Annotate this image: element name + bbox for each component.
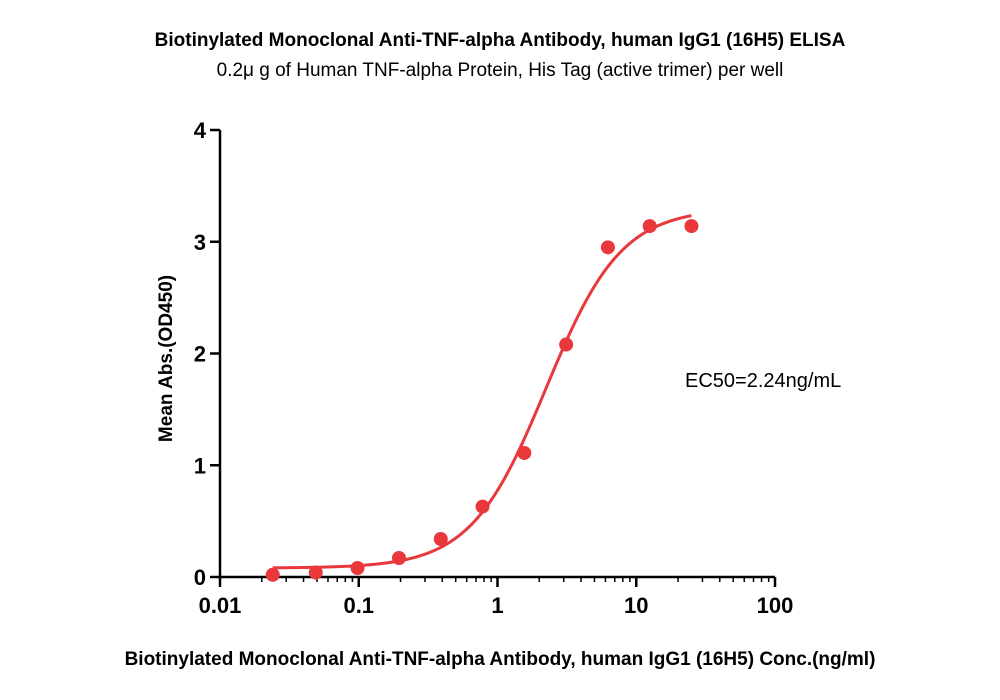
x-tick-label: 0.1 [343, 593, 374, 618]
y-axis-title: Mean Abs.(OD450) [156, 275, 177, 442]
data-point [308, 565, 323, 580]
data-point [350, 561, 365, 576]
y-tick-label: 4 [194, 118, 207, 143]
data-point [684, 219, 699, 234]
data-point [642, 219, 657, 234]
x-tick-label: 0.01 [199, 593, 242, 618]
axes [210, 128, 777, 587]
fit-curve [272, 214, 692, 570]
chart-title: Biotinylated Monoclonal Anti-TNF-alpha A… [154, 30, 846, 51]
fit-curve-layer [272, 214, 692, 570]
data-point [475, 499, 490, 514]
labels: 0 1 2 3 4 0.01 0.1 1 10 100 Mean Abs.(OD450) Biotin… [125, 118, 876, 670]
data-point [391, 551, 406, 566]
x-tick-label: 1 [491, 593, 503, 618]
chart-subtitle: 0.2μ g of Human TNF-alpha Protein, His T… [216, 60, 784, 81]
ec50-annotation: EC50=2.24ng/mL [685, 370, 841, 392]
data-points [265, 219, 699, 582]
x-tick-label: 100 [757, 593, 794, 618]
data-point [517, 445, 532, 460]
data-point [559, 337, 574, 352]
y-tick-label: 1 [194, 453, 206, 478]
data-point [433, 532, 448, 547]
data-point [600, 240, 615, 255]
data-point [265, 567, 280, 582]
y-tick-label: 0 [194, 565, 206, 590]
x-tick-label: 10 [624, 593, 648, 618]
y-tick-label: 3 [194, 230, 206, 255]
y-tick-label: 2 [194, 342, 206, 367]
x-axis-title: Biotinylated Monoclonal Anti-TNF-alpha A… [125, 649, 876, 670]
